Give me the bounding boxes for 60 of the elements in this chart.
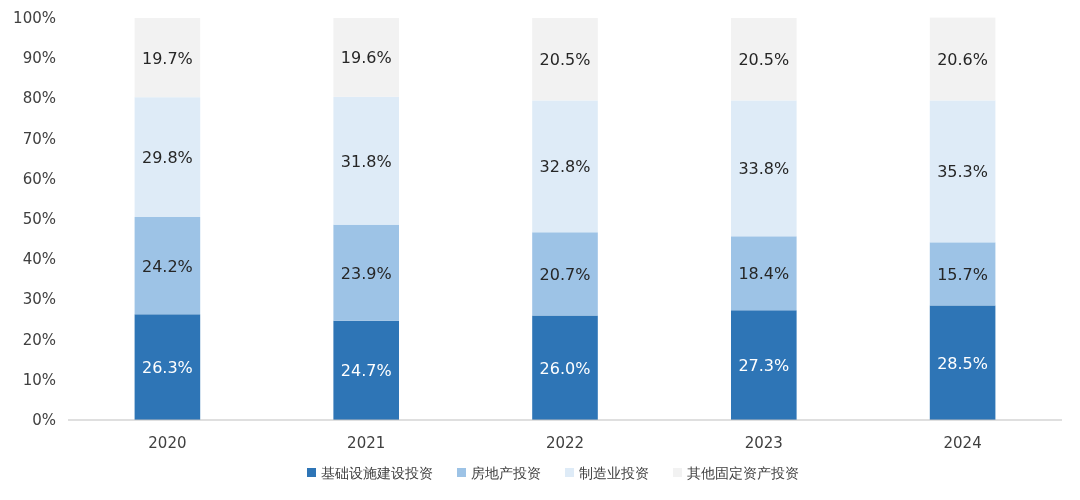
data-label: 29.8% [141,148,193,168]
data-label: 24.2% [141,256,193,276]
data-label: 31.8% [340,151,392,171]
bar [731,236,797,311]
bar [532,18,598,101]
y-tick-label: 60% [22,169,56,188]
bar [134,18,201,98]
data-label: 26.0% [539,358,591,378]
data-label: 20.5% [738,50,790,70]
data-label: 24.7% [340,361,392,381]
data-label: 19.7% [141,48,193,68]
y-tick-label: 40% [22,250,56,269]
data-label: 27.3% [738,356,790,376]
data-label: 20.5% [539,50,591,70]
bar [731,18,797,101]
data-label: 33.8% [738,159,790,179]
x-tick-label: 2023 [744,434,783,452]
bar [929,305,996,420]
y-tick-label: 90% [22,49,56,68]
bar [532,232,598,316]
legend-label: 房地产投资 [471,465,541,481]
x-tick-label: 2020 [148,434,187,452]
legend-label: 制造业投资 [579,465,649,481]
x-tick-label: 2024 [943,434,982,452]
bar [731,310,797,420]
bar [333,320,399,420]
y-tick-label: 80% [22,89,56,108]
y-tick-label: 0% [32,411,56,429]
legend-label: 基础设施建设投资 [321,465,433,481]
bar [929,17,996,101]
legend-label: 其他固定资产投资 [687,465,799,481]
bar [333,18,399,97]
bar [929,100,996,243]
bar [532,315,598,420]
data-label: 23.9% [340,263,392,283]
data-label: 19.6% [340,48,392,68]
data-label: 18.4% [738,264,790,284]
bar [731,100,797,237]
y-tick-label: 20% [22,330,56,349]
data-label: 20.6% [937,50,989,69]
y-tick-label: 70% [22,129,56,148]
data-label: 35.3% [937,162,989,182]
bar [532,100,598,233]
y-tick-label: 30% [22,290,56,309]
data-label: 20.7% [539,264,591,284]
bar [134,216,201,315]
bar [134,97,201,217]
data-label: 32.8% [539,157,591,177]
y-tick-label: 50% [22,210,56,228]
x-tick-label: 2022 [545,434,585,452]
data-label: 15.7% [937,264,989,284]
bar [134,314,201,420]
bar [333,224,399,321]
bar [333,96,399,225]
y-tick-label: 100% [13,9,56,27]
data-label: 26.3% [141,358,193,378]
bar [929,242,996,306]
data-label: 28.5% [937,353,989,373]
y-tick-label: 10% [22,370,56,389]
x-tick-label: 2021 [347,434,386,452]
